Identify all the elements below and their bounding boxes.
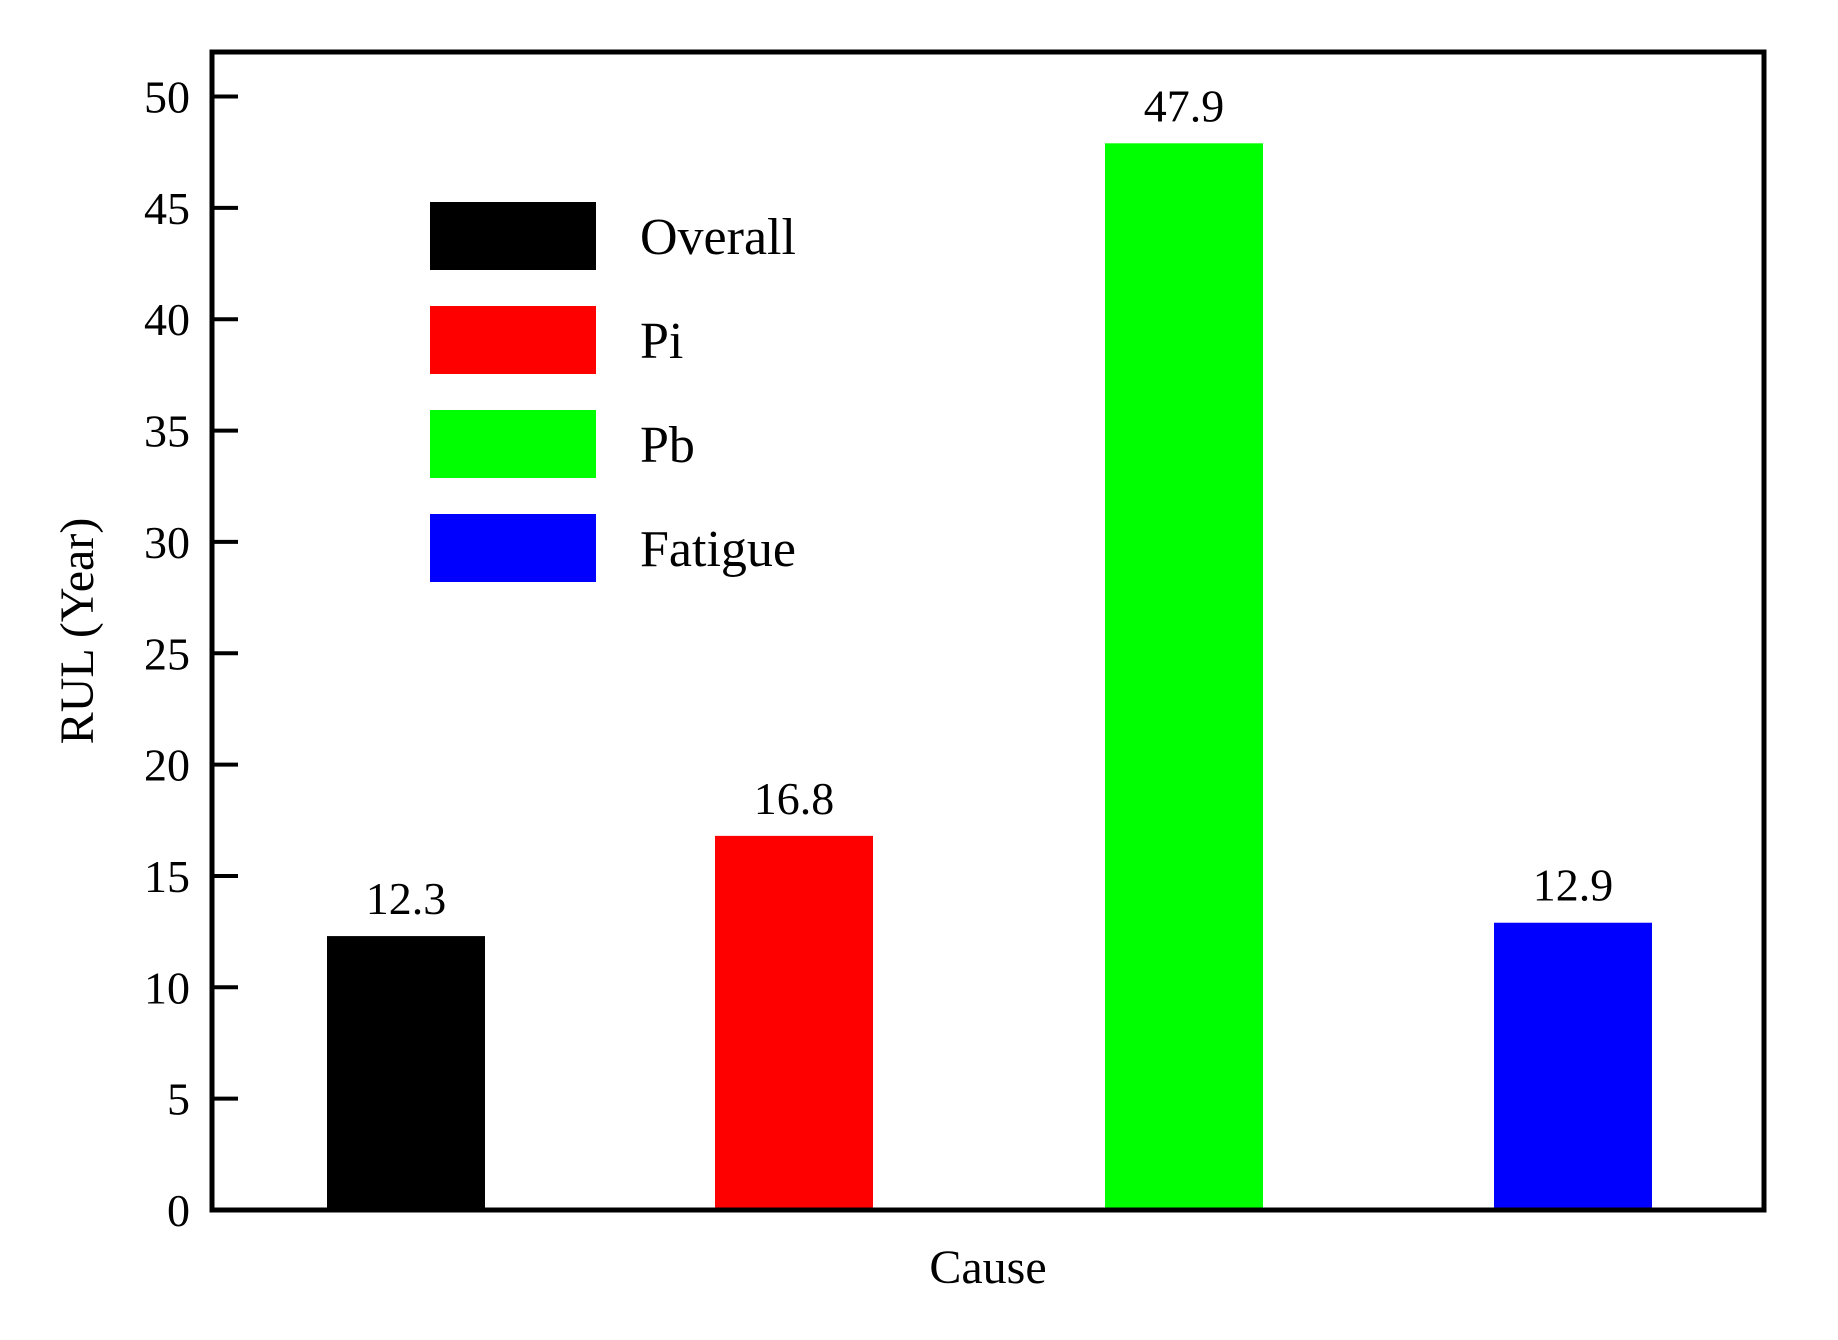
legend: Overall Pi Pb Fatigue (430, 202, 796, 582)
data-label-pi: 16.8 (754, 773, 835, 824)
y-tick-label: 50 (144, 72, 190, 123)
bar-overall (327, 936, 485, 1210)
y-axis-label: RUL (Year) (51, 518, 104, 745)
y-tick-label: 10 (144, 962, 190, 1013)
y-tick-label: 25 (144, 628, 190, 679)
bar-pb (1105, 143, 1263, 1211)
data-label-overall: 12.3 (366, 873, 447, 924)
legend-label-fatigue: Fatigue (640, 521, 796, 578)
y-tick-label: 15 (144, 851, 190, 902)
bars-group (327, 143, 1652, 1211)
legend-swatch-pi (430, 306, 596, 374)
legend-label-pi: Pi (640, 313, 683, 370)
y-tick-label: 30 (144, 517, 190, 568)
plot-frame (209, 49, 1767, 1213)
x-axis-label: Cause (929, 1241, 1046, 1294)
data-label-fatigue: 12.9 (1533, 860, 1614, 911)
data-label-pb: 47.9 (1144, 80, 1225, 131)
bar-fatigue (1494, 922, 1652, 1210)
y-tick-label: 40 (144, 294, 190, 345)
y-tick-label: 45 (144, 183, 190, 234)
legend-swatch-fatigue (430, 514, 596, 582)
bar-pi (715, 835, 873, 1210)
legend-label-pb: Pb (640, 417, 695, 474)
y-tick-label: 20 (144, 740, 190, 791)
legend-swatch-overall (430, 202, 596, 270)
legend-label-overall: Overall (640, 209, 796, 266)
y-axis-ticks: 0 5 10 15 20 25 30 35 40 45 50 (144, 72, 238, 1236)
legend-swatch-pb (430, 410, 596, 478)
y-tick-label: 5 (167, 1074, 190, 1125)
data-labels-group: 12.3 16.8 47.9 12.9 (366, 80, 1614, 924)
y-tick-label: 35 (144, 406, 190, 457)
y-tick-label: 0 (167, 1185, 190, 1236)
